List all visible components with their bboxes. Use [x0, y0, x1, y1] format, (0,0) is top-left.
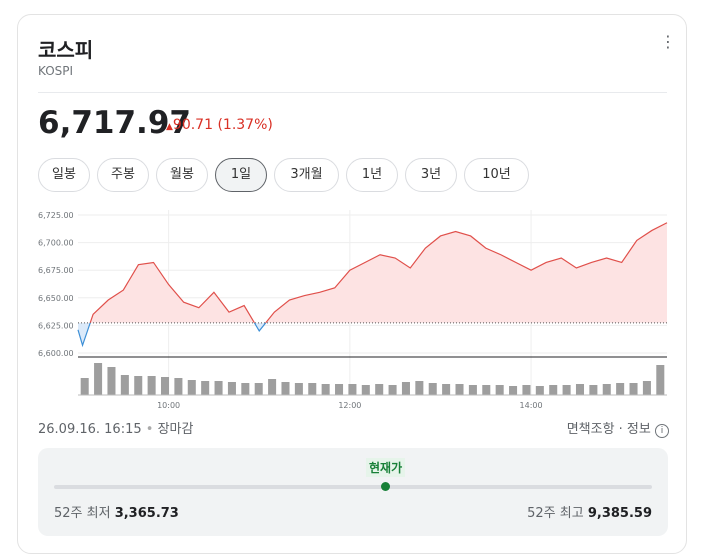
low: 52주 최저 3,365.73	[54, 502, 179, 521]
subtitle: KOSPI	[38, 64, 74, 78]
tab[interactable]: 3개월	[274, 158, 339, 192]
volume-bar	[549, 385, 558, 395]
volume-bar	[642, 381, 651, 395]
volume-bar	[201, 381, 210, 395]
volume-bar	[187, 380, 196, 395]
volume-bar	[147, 376, 156, 395]
line	[89, 222, 668, 323]
x-tick-label: 12:00	[338, 401, 361, 410]
volume-bar	[468, 385, 477, 395]
tab[interactable]: 10년	[464, 158, 529, 192]
volume-bar	[616, 383, 625, 395]
status: 장마감	[157, 422, 194, 437]
chart: 6,725.00 6,700.00 6,675.00 6,650.00 6,625.00…	[38, 210, 668, 410]
volume-bar	[120, 375, 129, 395]
volume-bar	[415, 381, 424, 395]
volume-bar	[428, 383, 437, 395]
range-dot	[381, 482, 390, 491]
y-tick-label: 6,600.00	[38, 349, 74, 358]
volume-bar	[562, 385, 571, 395]
volume-bar	[294, 383, 303, 395]
y-tick-label: 6,700.00	[38, 239, 74, 248]
volume-bar	[227, 382, 236, 395]
tab[interactable]: 일봉	[38, 158, 90, 192]
change: ▲90.71 (1.37%)	[166, 117, 273, 133]
area	[90, 222, 667, 323]
y-tick-label: 6,625.00	[38, 321, 74, 330]
volume-bar	[602, 384, 611, 395]
tab[interactable]: 1일	[215, 158, 267, 192]
volume-bar	[321, 384, 330, 395]
change-value: 90.71 (1.37%)	[172, 117, 273, 133]
high-value: 9,385.59	[587, 506, 652, 521]
tab[interactable]: 주봉	[97, 158, 149, 192]
disclaimer[interactable]: 면책조항 · 정보 i	[567, 418, 669, 438]
volume-bar	[174, 378, 183, 395]
high-label: 52주 최고	[527, 506, 584, 521]
disclaimer-text[interactable]: 면책조항 · 정보	[566, 422, 651, 437]
page: 코스피 KOSPI ⋮ 6,717.97 ▲90.71 (1.37%) 일봉 주봉…	[17, 14, 687, 554]
y-tick-label: 6,675.00	[38, 266, 74, 275]
volume-bar	[281, 382, 290, 395]
volume-bar	[575, 384, 585, 395]
volume-bar	[94, 363, 103, 395]
time: 26.09.16. 16:15	[38, 422, 142, 437]
timestamp: 26.09.16. 16:15 • 장마감	[38, 422, 194, 437]
tab[interactable]: 월봉	[156, 158, 208, 192]
volume-bar	[509, 386, 518, 395]
low-label: 52주 최저	[54, 506, 111, 521]
y-tick-label: 6,650.00	[38, 294, 74, 303]
volume-bar	[589, 385, 598, 395]
volume-bar	[348, 384, 357, 395]
volume-bar	[495, 385, 504, 395]
y-tick-label: 6,725.00	[38, 211, 74, 220]
volume-bar	[268, 379, 277, 395]
volume-bar	[160, 377, 170, 395]
volume-bar	[388, 385, 397, 395]
price: 6,717.97	[38, 105, 191, 141]
volume-bar	[401, 382, 410, 395]
volume-bar	[361, 385, 370, 395]
x-tick-label: 10:00	[157, 401, 180, 410]
volume-bar	[80, 378, 89, 395]
volume-bar	[214, 381, 223, 395]
volume-bar	[455, 384, 464, 395]
volume-bar	[656, 365, 665, 395]
volume-bar	[308, 383, 317, 395]
range-panel	[38, 448, 668, 536]
volume-bar	[375, 384, 384, 395]
high: 52주 최고 9,385.59	[527, 502, 652, 521]
separator	[38, 92, 667, 93]
title: 코스피	[38, 38, 94, 62]
volume-bar	[629, 383, 638, 395]
volume-bar	[134, 376, 143, 395]
volume-bar	[241, 383, 250, 395]
x-tick-label: 14:00	[520, 401, 543, 410]
volume-bar	[254, 383, 263, 395]
tab[interactable]: 1년	[346, 158, 398, 192]
menu[interactable]: ⋮	[660, 32, 676, 51]
tab[interactable]: 3년	[405, 158, 457, 192]
volume-bar	[442, 384, 451, 395]
volume-bar	[522, 385, 531, 395]
volume-bar	[335, 384, 344, 395]
volume-bar	[107, 367, 116, 395]
range-track	[54, 485, 652, 489]
volume-bar	[482, 385, 491, 395]
low-value: 3,365.73	[114, 506, 179, 521]
volume-bar	[535, 386, 544, 395]
current-label: 현재가	[366, 458, 406, 477]
